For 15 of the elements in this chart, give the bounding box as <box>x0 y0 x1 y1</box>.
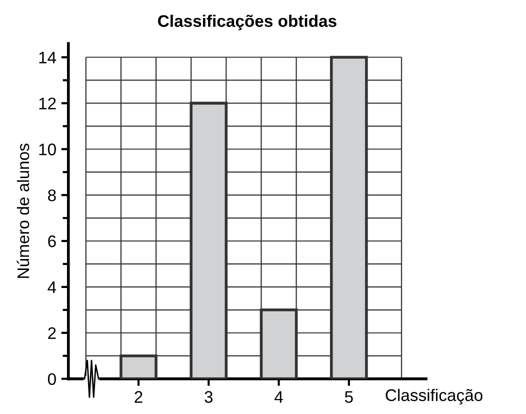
chart-title: Classificações obtidas <box>158 14 336 30</box>
y-tick-label: 10 <box>39 144 56 156</box>
x-tick-label: 2 <box>134 391 142 403</box>
y-tick-label: 2 <box>48 327 56 339</box>
y-tick-label: 14 <box>39 52 56 64</box>
y-tick-label: 0 <box>48 373 56 386</box>
y-tick-label: 12 <box>39 98 56 110</box>
y-axis-title: Número de alunos <box>16 144 30 278</box>
x-tick-label: 5 <box>344 391 353 403</box>
x-tick-label: 4 <box>274 391 283 403</box>
x-axis-title: Classificação <box>386 388 482 404</box>
y-tick-label: 6 <box>48 235 56 248</box>
y-tick-label: 4 <box>48 282 56 293</box>
y-tick-label: 8 <box>48 189 56 202</box>
x-tick-label: 3 <box>204 391 213 403</box>
